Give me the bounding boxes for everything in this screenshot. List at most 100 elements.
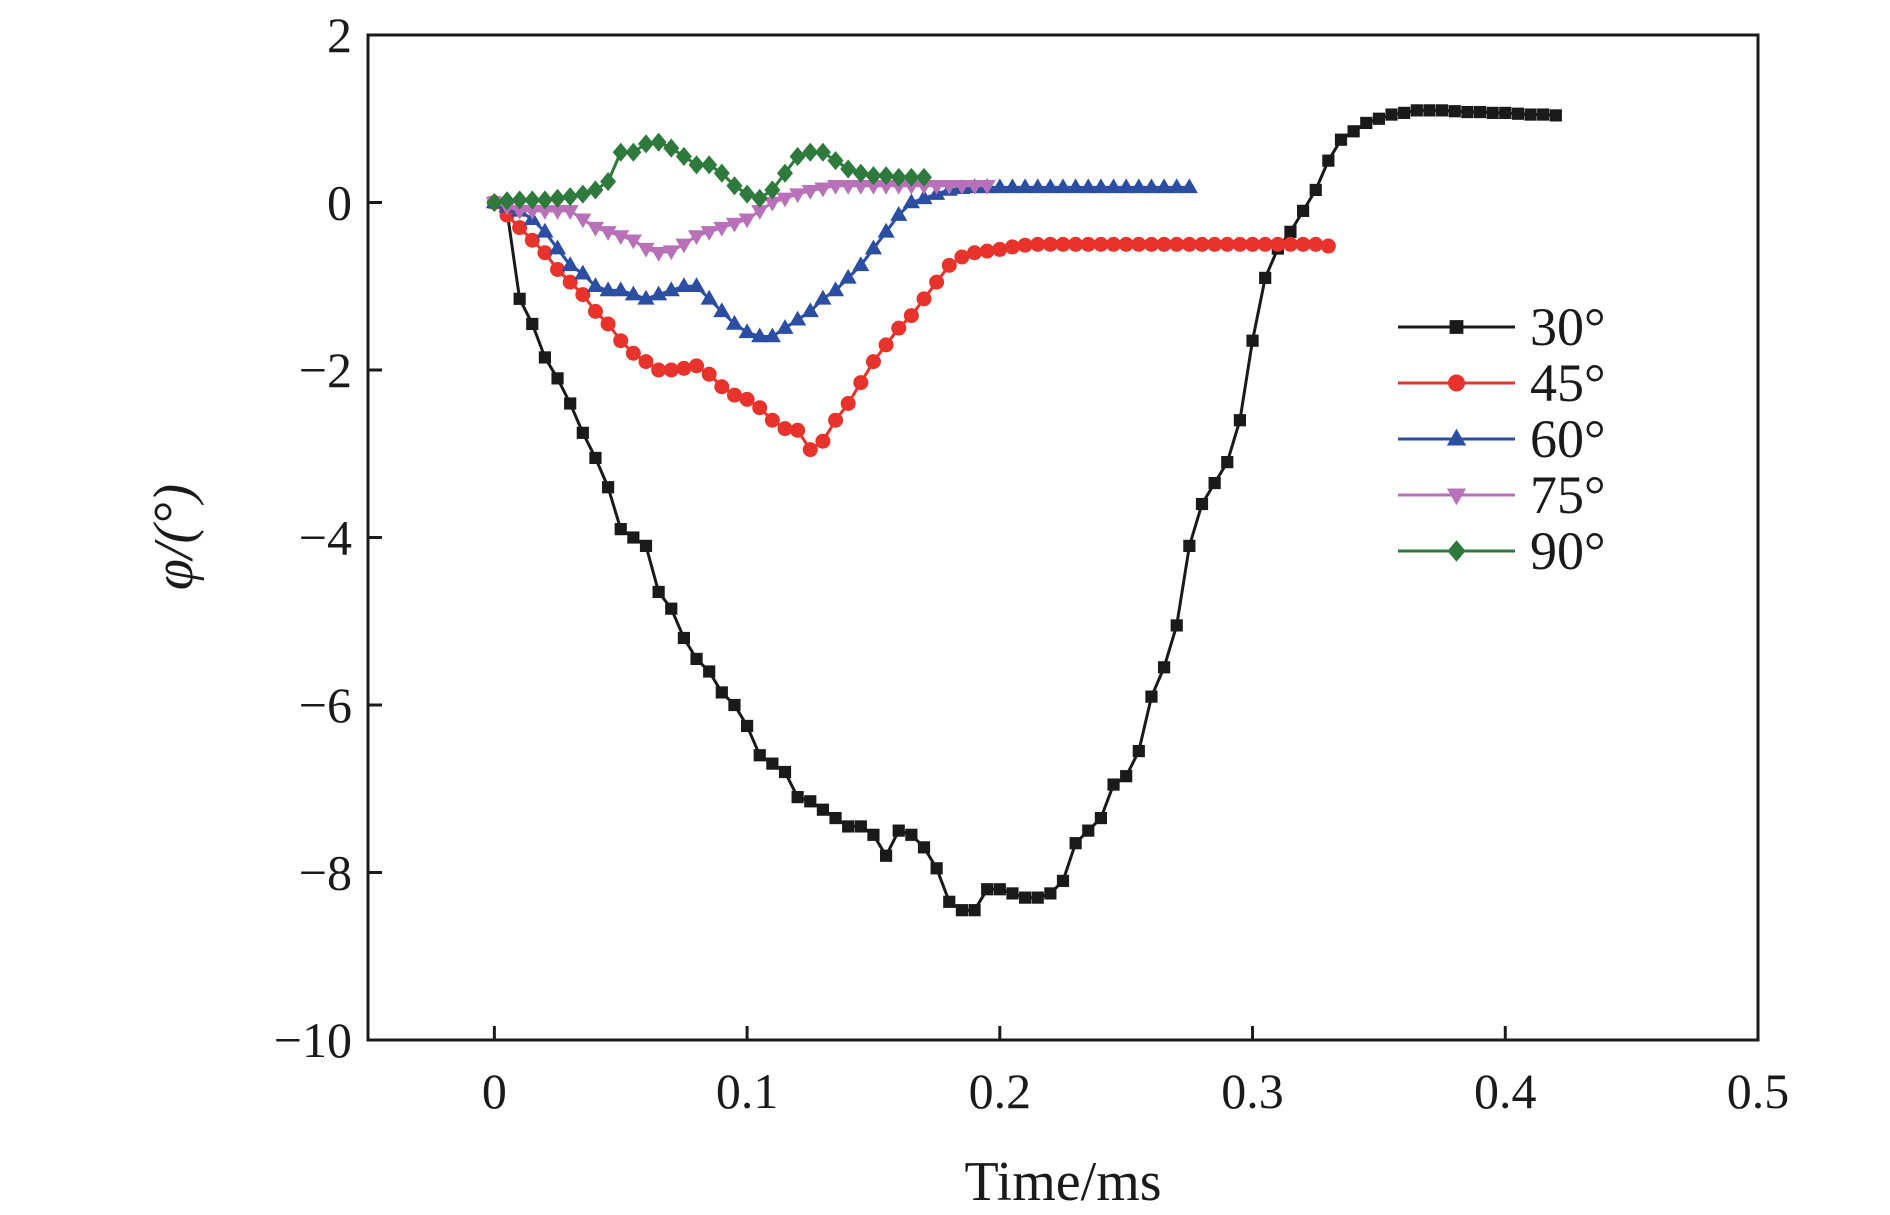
y-tick-label: −10 bbox=[274, 1012, 352, 1068]
data-point bbox=[905, 828, 918, 841]
data-point bbox=[764, 412, 780, 428]
data-point bbox=[865, 354, 881, 370]
data-point bbox=[829, 811, 842, 825]
x-tick-label: 0.4 bbox=[1474, 1063, 1537, 1119]
legend-entry: 30° bbox=[1398, 297, 1606, 357]
data-point bbox=[1029, 178, 1047, 194]
y-axis-ticks: −10 −8 −6 −4 −2 0 2 bbox=[274, 7, 382, 1068]
data-point bbox=[981, 883, 994, 896]
x-tick-label: 0.2 bbox=[969, 1063, 1032, 1119]
data-point bbox=[1181, 236, 1197, 252]
data-point bbox=[1093, 236, 1109, 252]
data-point bbox=[739, 391, 755, 407]
data-point bbox=[725, 217, 744, 233]
data-point bbox=[1079, 178, 1097, 194]
data-point bbox=[864, 239, 883, 255]
data-point bbox=[764, 180, 781, 200]
data-point bbox=[802, 142, 819, 162]
data-point bbox=[877, 222, 895, 238]
data-point bbox=[701, 366, 717, 382]
data-point bbox=[1145, 690, 1158, 703]
data-point bbox=[1120, 770, 1133, 783]
data-point bbox=[675, 238, 693, 254]
data-point bbox=[852, 163, 869, 183]
data-point bbox=[1257, 236, 1273, 252]
data-point bbox=[892, 824, 905, 837]
data-point bbox=[993, 883, 1006, 896]
data-point bbox=[928, 180, 946, 195]
data-point bbox=[752, 400, 768, 416]
data-point bbox=[513, 292, 526, 305]
data-point bbox=[1042, 236, 1058, 252]
data-point bbox=[561, 256, 579, 272]
data-point bbox=[1486, 106, 1499, 119]
data-point bbox=[601, 481, 615, 494]
y-tick-label: −8 bbox=[299, 845, 352, 901]
data-point bbox=[600, 172, 617, 192]
data-point bbox=[891, 320, 907, 336]
x-axis-ticks: 0 0.1 0.2 0.3 0.4 0.5 bbox=[482, 1026, 1789, 1119]
data-point bbox=[627, 531, 640, 544]
data-point bbox=[1372, 112, 1386, 125]
data-point bbox=[815, 433, 831, 449]
data-point bbox=[536, 222, 554, 238]
data-point bbox=[1054, 178, 1072, 194]
data-point bbox=[826, 180, 845, 195]
data-point bbox=[804, 795, 817, 808]
data-point bbox=[1056, 874, 1070, 887]
data-point bbox=[575, 287, 591, 303]
legend-marker bbox=[1447, 540, 1466, 562]
data-point bbox=[1117, 178, 1135, 194]
data-point bbox=[955, 904, 969, 917]
data-point bbox=[789, 188, 807, 204]
data-point bbox=[1157, 661, 1171, 674]
data-point bbox=[713, 221, 731, 237]
data-point bbox=[1170, 619, 1183, 632]
data-point bbox=[662, 245, 680, 261]
data-point bbox=[562, 274, 578, 290]
data-point bbox=[776, 192, 794, 208]
legend-label: 30° bbox=[1530, 297, 1606, 357]
data-point bbox=[701, 155, 718, 175]
data-point bbox=[1094, 811, 1108, 825]
data-point bbox=[1030, 236, 1046, 252]
data-point bbox=[1435, 104, 1449, 117]
legend-marker bbox=[1448, 374, 1465, 392]
data-point bbox=[965, 180, 984, 195]
data-point bbox=[1308, 236, 1324, 252]
data-point bbox=[968, 904, 981, 917]
data-point bbox=[599, 226, 617, 241]
data-point bbox=[624, 234, 642, 250]
data-point bbox=[551, 372, 564, 385]
y-tick-label: −2 bbox=[299, 342, 352, 398]
data-point bbox=[713, 302, 731, 318]
data-point bbox=[586, 277, 605, 292]
data-point bbox=[791, 791, 804, 804]
data-point bbox=[612, 281, 630, 297]
data-point bbox=[1006, 887, 1019, 900]
y-tick-label: −4 bbox=[299, 510, 352, 566]
legend-entry: 90° bbox=[1398, 521, 1606, 581]
data-point bbox=[612, 142, 629, 162]
legend-label: 60° bbox=[1530, 409, 1606, 469]
data-point bbox=[852, 256, 870, 272]
data-point bbox=[537, 245, 553, 261]
data-point bbox=[486, 192, 503, 213]
data-point bbox=[801, 302, 819, 318]
data-point bbox=[1232, 236, 1248, 252]
data-point bbox=[789, 146, 806, 166]
legend-entry: 45° bbox=[1398, 353, 1606, 413]
series-4 bbox=[486, 132, 933, 213]
data-point bbox=[1309, 183, 1322, 197]
data-point bbox=[1041, 178, 1059, 194]
data-point bbox=[1233, 414, 1247, 427]
legend-marker bbox=[1446, 488, 1467, 506]
data-point bbox=[814, 182, 832, 198]
data-point bbox=[1156, 236, 1172, 252]
data-point bbox=[915, 189, 933, 205]
data-point bbox=[651, 362, 667, 378]
legend-marker bbox=[1449, 320, 1464, 334]
data-point bbox=[1385, 108, 1398, 121]
data-point bbox=[714, 379, 730, 395]
data-point bbox=[550, 262, 566, 277]
